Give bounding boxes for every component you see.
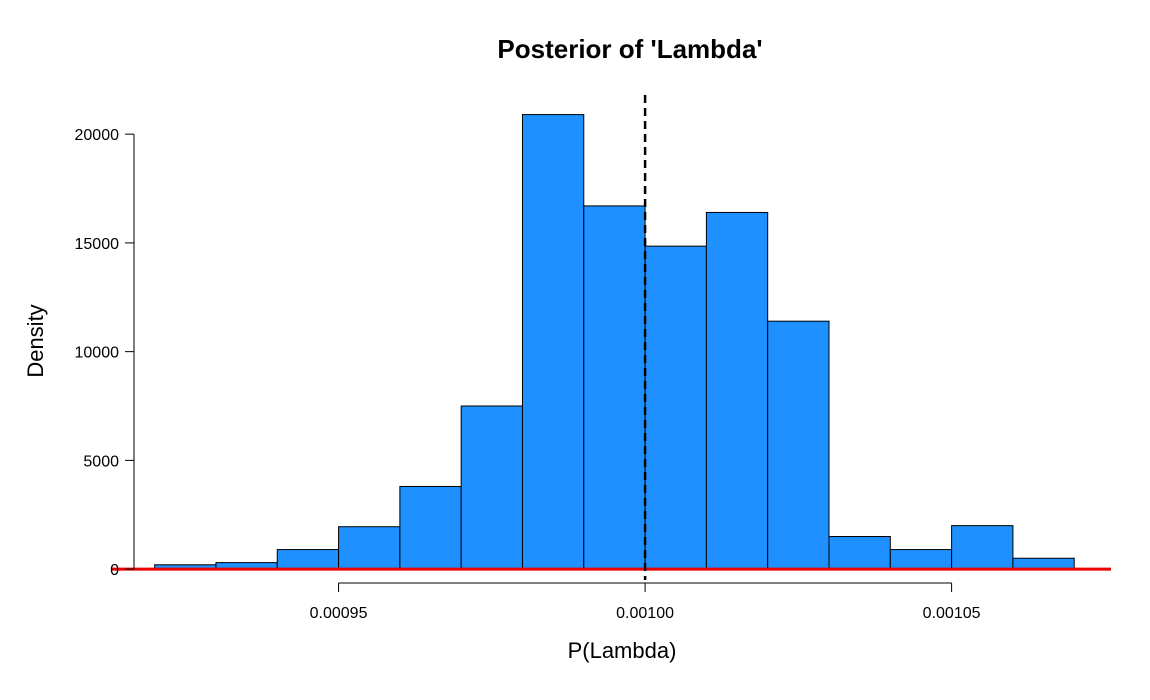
x-tick-label: 0.00105 bbox=[923, 605, 981, 622]
y-tick-label: 15000 bbox=[75, 236, 120, 253]
y-axis: 0 5000 10000 15000 20000 bbox=[75, 127, 135, 579]
histogram-bar bbox=[399, 485, 462, 570]
x-axis-label: P(Lambda) bbox=[568, 638, 677, 663]
x-tick-label: 0.00100 bbox=[616, 605, 674, 622]
bars-group bbox=[154, 114, 1075, 570]
histogram-bar bbox=[521, 114, 585, 570]
chart-title: Posterior of 'Lambda' bbox=[497, 34, 762, 64]
histogram-bar bbox=[889, 549, 953, 570]
histogram-bar bbox=[644, 245, 707, 570]
histogram-bar bbox=[1012, 557, 1075, 570]
histogram-bar bbox=[583, 205, 646, 570]
histogram-bar bbox=[828, 536, 891, 570]
histogram-bar bbox=[705, 211, 769, 570]
histogram-bar bbox=[338, 526, 401, 570]
histogram-bar bbox=[276, 549, 340, 570]
y-tick-label: 5000 bbox=[83, 453, 119, 470]
histogram-bar bbox=[951, 525, 1014, 570]
y-tick-label: 20000 bbox=[75, 127, 120, 144]
y-tick-label: 0 bbox=[110, 562, 119, 579]
x-tick-label: 0.00095 bbox=[310, 605, 368, 622]
x-axis: 0.00095 0.00100 0.00105 bbox=[310, 582, 981, 622]
histogram-bar bbox=[767, 320, 830, 570]
y-axis-label: Density bbox=[23, 304, 48, 377]
histogram-bar bbox=[460, 405, 523, 570]
y-tick-label: 10000 bbox=[75, 345, 120, 362]
